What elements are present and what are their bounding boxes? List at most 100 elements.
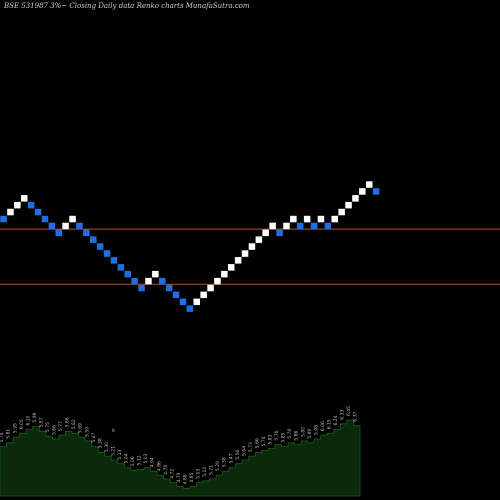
value-label-14: 5.47 <box>91 432 97 442</box>
value-label-6: 5.87 <box>39 417 45 427</box>
renko-brick-46 <box>317 215 325 223</box>
value-label-40: 5.74 <box>261 436 267 446</box>
renko-brick-8 <box>55 229 62 237</box>
renko-brick-19 <box>131 277 138 285</box>
renko-brick-39 <box>269 222 276 230</box>
value-label-37: 5.64 <box>241 446 247 456</box>
renko-brick-2 <box>14 201 21 209</box>
value-label-33: 5.29 <box>215 461 221 471</box>
renko-brick-5 <box>34 208 42 216</box>
renko-brick-48 <box>331 215 338 223</box>
value-label-15: 5.38 <box>97 438 103 448</box>
value-label-0: 5.74 <box>0 432 5 442</box>
value-label-54: 6.37 <box>353 412 359 422</box>
renko-brick-6 <box>41 215 49 223</box>
value-label-44: 5.78 <box>287 429 293 439</box>
value-label-31: 5.12 <box>202 467 208 477</box>
value-label-38: 5.73 <box>248 442 254 452</box>
renko-brick-45 <box>310 222 318 230</box>
renko-brick-18 <box>124 270 131 278</box>
value-label-39: 5.66 <box>255 438 261 448</box>
renko-brick-49 <box>338 208 345 216</box>
renko-brick-7 <box>48 222 56 230</box>
renko-brick-52 <box>359 188 366 195</box>
renko-brick-24 <box>165 284 173 292</box>
renko-brick-27 <box>186 305 194 312</box>
level-lines <box>0 228 500 285</box>
value-label-52: 6.33 <box>340 410 346 420</box>
value-label-23: 4.94 <box>150 457 156 467</box>
renko-brick-1 <box>7 208 14 216</box>
stray-label: 6 <box>112 428 115 434</box>
value-label-42: 5.76 <box>274 431 280 441</box>
value-label-43: 5.85 <box>281 432 287 442</box>
renko-brick-44 <box>303 215 311 223</box>
value-label-24: 4.86 <box>156 461 162 471</box>
value-label-25: 4.78 <box>163 465 169 475</box>
renko-brick-50 <box>345 201 352 209</box>
value-label-27: 4.79 <box>176 472 182 482</box>
renko-brick-35 <box>241 250 249 257</box>
renko-brick-4 <box>27 201 35 209</box>
value-label-28: 4.88 <box>183 474 189 484</box>
renko-brick-43 <box>296 222 304 230</box>
value-label-21: 5.12 <box>137 455 143 465</box>
renko-brick-20 <box>138 284 145 292</box>
value-label-2: 5.95 <box>12 423 18 433</box>
renko-brick-42 <box>290 215 297 223</box>
renko-brick-36 <box>248 243 256 250</box>
volume-area <box>0 419 361 497</box>
renko-brick-28 <box>193 298 200 306</box>
chart-header: BSE 531987 3%~ Closing Daily data Renko … <box>3 2 250 10</box>
value-label-18: 5.13 <box>117 450 123 460</box>
value-label-9: 5.77 <box>58 421 64 431</box>
renko-brick-14 <box>96 243 104 250</box>
value-label-17: 5.21 <box>111 446 117 456</box>
renko-brick-38 <box>262 229 269 237</box>
volume-polygon <box>0 419 361 497</box>
value-label-53: 6.45 <box>346 406 352 416</box>
renko-brick-26 <box>179 298 187 306</box>
renko-brick-11 <box>76 222 83 230</box>
renko-brick-37 <box>255 236 263 243</box>
renko-brick-53 <box>366 181 373 188</box>
value-label-29: 4.95 <box>189 472 195 482</box>
renko-brick-47 <box>324 222 332 230</box>
renko-brick-12 <box>83 229 90 237</box>
renko-brick-51 <box>352 195 359 202</box>
value-label-41: 5.83 <box>268 434 274 444</box>
value-label-22: 5.03 <box>143 453 149 463</box>
value-label-47: 5.89 <box>307 429 313 439</box>
value-label-36: 5.56 <box>235 450 241 460</box>
renko-brick-0 <box>0 215 7 223</box>
value-label-35: 5.47 <box>228 453 234 463</box>
renko-brick-22 <box>152 270 159 278</box>
renko-brick-33 <box>228 264 235 271</box>
renko-brick-13 <box>90 236 97 243</box>
value-label-45: 5.86 <box>294 431 300 441</box>
value-labels: 5.74 5.815.95 6.05 6.10 5.98 5.87 5.75 5.66 5.77… <box>0 406 359 485</box>
renko-brick-29 <box>200 291 207 299</box>
renko-brick-21 <box>145 277 152 285</box>
renko-brick-32 <box>221 270 228 278</box>
value-label-13: 5.59 <box>84 427 90 437</box>
renko-brick-25 <box>172 291 180 299</box>
renko-brick-9 <box>62 222 69 230</box>
value-label-46: 5.80 <box>300 427 306 437</box>
renko-brick-30 <box>207 284 214 292</box>
renko-brick-54 <box>372 188 380 195</box>
value-label-8: 5.66 <box>52 425 58 435</box>
value-label-1: 5.81 <box>6 429 12 439</box>
renko-brick-23 <box>159 277 166 285</box>
value-label-34: 5.38 <box>222 457 228 467</box>
value-label-48: 5.98 <box>313 425 319 435</box>
value-label-4: 6.10 <box>25 415 31 425</box>
renko-brick-15 <box>103 250 111 257</box>
renko-bricks <box>0 181 380 312</box>
value-label-10: 5.86 <box>65 417 71 427</box>
value-label-19: 5.04 <box>124 453 130 463</box>
value-label-16: 5.30 <box>104 442 110 452</box>
value-label-26: 4.72 <box>169 469 175 479</box>
value-label-12: 5.69 <box>78 423 84 433</box>
value-label-11: 5.82 <box>71 419 77 429</box>
